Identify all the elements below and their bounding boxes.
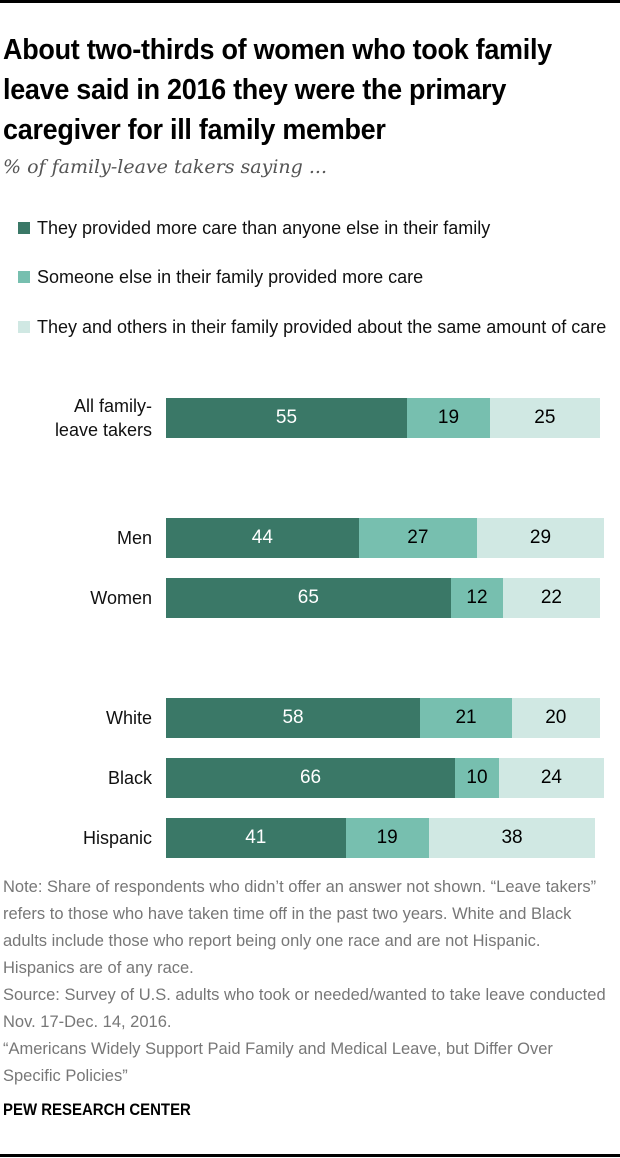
data-label-white-series-2: 21 (455, 707, 477, 728)
bar-segment-hispanic-series-2 (345, 818, 429, 858)
chart-notes: Note: Share of respondents who didn’t of… (3, 874, 615, 1090)
legend-label-series-3: They and others in their family provided… (37, 317, 607, 337)
data-label-all-family-leave-takers-series-1: 55 (275, 407, 298, 428)
bottom-rule (0, 1154, 620, 1157)
category-label-men: Men (117, 526, 152, 550)
legend-label-series-2: Someone else in their family provided mo… (37, 267, 424, 287)
data-label-all-family-leave-takers-series-2: 19 (437, 407, 460, 428)
category-label-line: Women (90, 588, 152, 608)
bar-segment-men-series-3 (476, 518, 604, 558)
category-label-line: leave takers (54, 420, 152, 440)
bar-segment-women-series-3 (503, 578, 600, 618)
data-label-women-series-1: 65 (297, 587, 319, 608)
chart-title: About two-thirds of women who took famil… (3, 34, 552, 146)
bar-segment-men-series-1 (166, 518, 359, 558)
legend-swatch-series-1 (18, 222, 30, 234)
legend-swatch-series-3 (18, 321, 30, 333)
chart-subtitle: % of family-leave takers saying ... (3, 156, 327, 178)
category-label-line: White (105, 708, 152, 728)
data-label-all-family-leave-takers-series-3: 25 (534, 407, 556, 428)
data-label-hispanic-series-3: 38 (501, 827, 523, 848)
category-label-line: Black (107, 768, 152, 788)
data-label-white-series-3: 20 (545, 707, 567, 728)
legend-label-series-1: They provided more care than anyone else… (37, 218, 491, 238)
bar-segment-white-series-3 (512, 698, 600, 738)
data-label-white-series-1: 58 (282, 707, 304, 728)
data-label-black-series-3: 24 (540, 767, 562, 788)
data-label-men-series-2: 27 (407, 527, 429, 548)
data-label-black-series-2: 10 (466, 767, 488, 788)
data-label-women-series-3: 22 (540, 587, 562, 608)
category-label-line: Hispanic (82, 828, 152, 848)
category-label-hispanic: Hispanic (83, 826, 152, 850)
data-label-black-series-1: 66 (299, 767, 322, 788)
category-label-line: All family- (73, 396, 152, 416)
data-label-men-series-3: 29 (529, 527, 552, 548)
category-label-women: Women (90, 586, 152, 610)
bar-segment-black-series-2 (455, 758, 499, 798)
brand-logo-text: PEW RESEARCH CENTER (3, 1100, 191, 1119)
legend-swatch-series-2 (18, 271, 30, 283)
bar-segment-black-series-1 (166, 758, 456, 798)
data-label-hispanic-series-2: 19 (376, 827, 398, 848)
data-label-men-series-1: 44 (251, 527, 273, 548)
category-label-white: White (106, 706, 152, 730)
data-label-women-series-2: 12 (466, 587, 488, 608)
category-label-all-family-leave-takers: All family-leave takers (55, 394, 152, 442)
bar-segment-white-series-1 (166, 698, 421, 738)
bar-segment-hispanic-series-3 (428, 818, 596, 858)
category-label-line: Men (116, 528, 152, 548)
bar-segment-hispanic-series-1 (166, 818, 346, 858)
report-title: “Americans Widely Support Paid Family an… (3, 1040, 553, 1085)
note-text: Note: Share of respondents who didn’t of… (3, 878, 597, 977)
top-rule (0, 0, 620, 3)
data-label-hispanic-series-1: 41 (245, 827, 267, 848)
bar-segment-white-series-2 (420, 698, 512, 738)
bar-segment-all-family-leave-takers-series-3 (490, 398, 600, 438)
bar-segment-all-family-leave-takers-series-1 (166, 398, 407, 438)
bar-segment-women-series-1 (166, 578, 451, 618)
bar-segment-all-family-leave-takers-series-2 (406, 398, 491, 438)
bar-segment-women-series-2 (450, 578, 504, 618)
category-label-black: Black (108, 766, 152, 790)
source-text: Source: Survey of U.S. adults who took o… (3, 986, 606, 1031)
bar-segment-black-series-3 (498, 758, 604, 798)
bar-segment-men-series-2 (358, 518, 477, 558)
